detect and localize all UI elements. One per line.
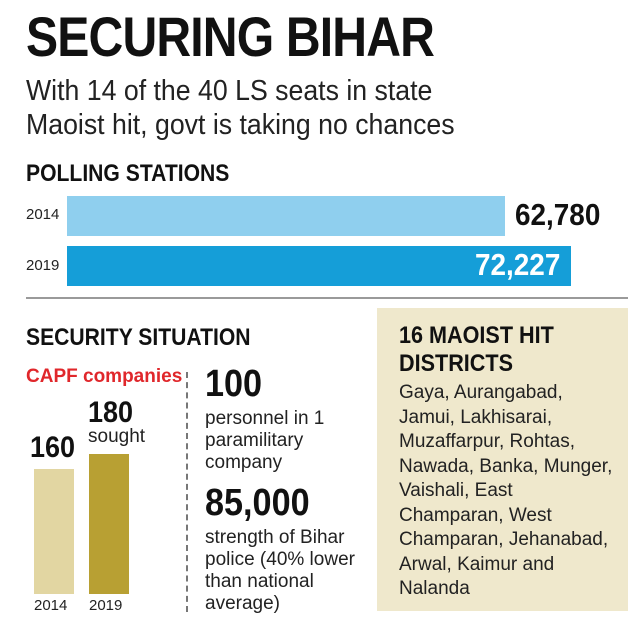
section-divider xyxy=(26,297,628,299)
districts-panel xyxy=(377,308,628,611)
security-title: SECURITY SITUATION xyxy=(26,324,251,351)
capf-value-2019: 180 xyxy=(88,396,134,429)
polling-bar-2014 xyxy=(67,196,505,236)
personnel-stat-text: personnel in 1 paramilitary company xyxy=(205,408,325,473)
polling-value-2019: 72,227 xyxy=(475,247,561,282)
capf-year-2014: 2014 xyxy=(34,597,68,614)
polling-bar-2019 xyxy=(67,246,571,286)
capf-bar-2019 xyxy=(89,454,129,594)
polling-value-2014: 62,780 xyxy=(515,197,601,232)
police-stat-text: strength of Bihar police (40% lower than… xyxy=(205,527,355,614)
capf-label: CAPF companies xyxy=(26,366,183,387)
subheadline-line-2: Maoist hit, govt is taking no chances xyxy=(26,109,455,141)
capf-bar-2014 xyxy=(34,469,74,594)
personnel-stat-value: 100 xyxy=(205,363,263,405)
districts-title: 16 MAOIST HIT DISTRICTS xyxy=(399,322,554,377)
police-stat-value: 85,000 xyxy=(205,482,310,524)
polling-title: POLLING STATIONS xyxy=(26,160,230,187)
dashed-separator xyxy=(186,372,188,612)
capf-value-2014: 160 xyxy=(30,431,76,464)
capf-year-2019: 2019 xyxy=(89,597,123,614)
districts-list: Gaya, Aurangabad, Jamui, Lakhisarai, Muz… xyxy=(399,382,613,599)
subheadline-line-1: With 14 of the 40 LS seats in state xyxy=(26,75,433,107)
polling-year-2014: 2014 xyxy=(26,206,60,223)
headline: SECURING BIHAR xyxy=(26,5,435,68)
capf-sought-label: sought xyxy=(88,426,146,447)
polling-year-2019: 2019 xyxy=(26,257,60,274)
